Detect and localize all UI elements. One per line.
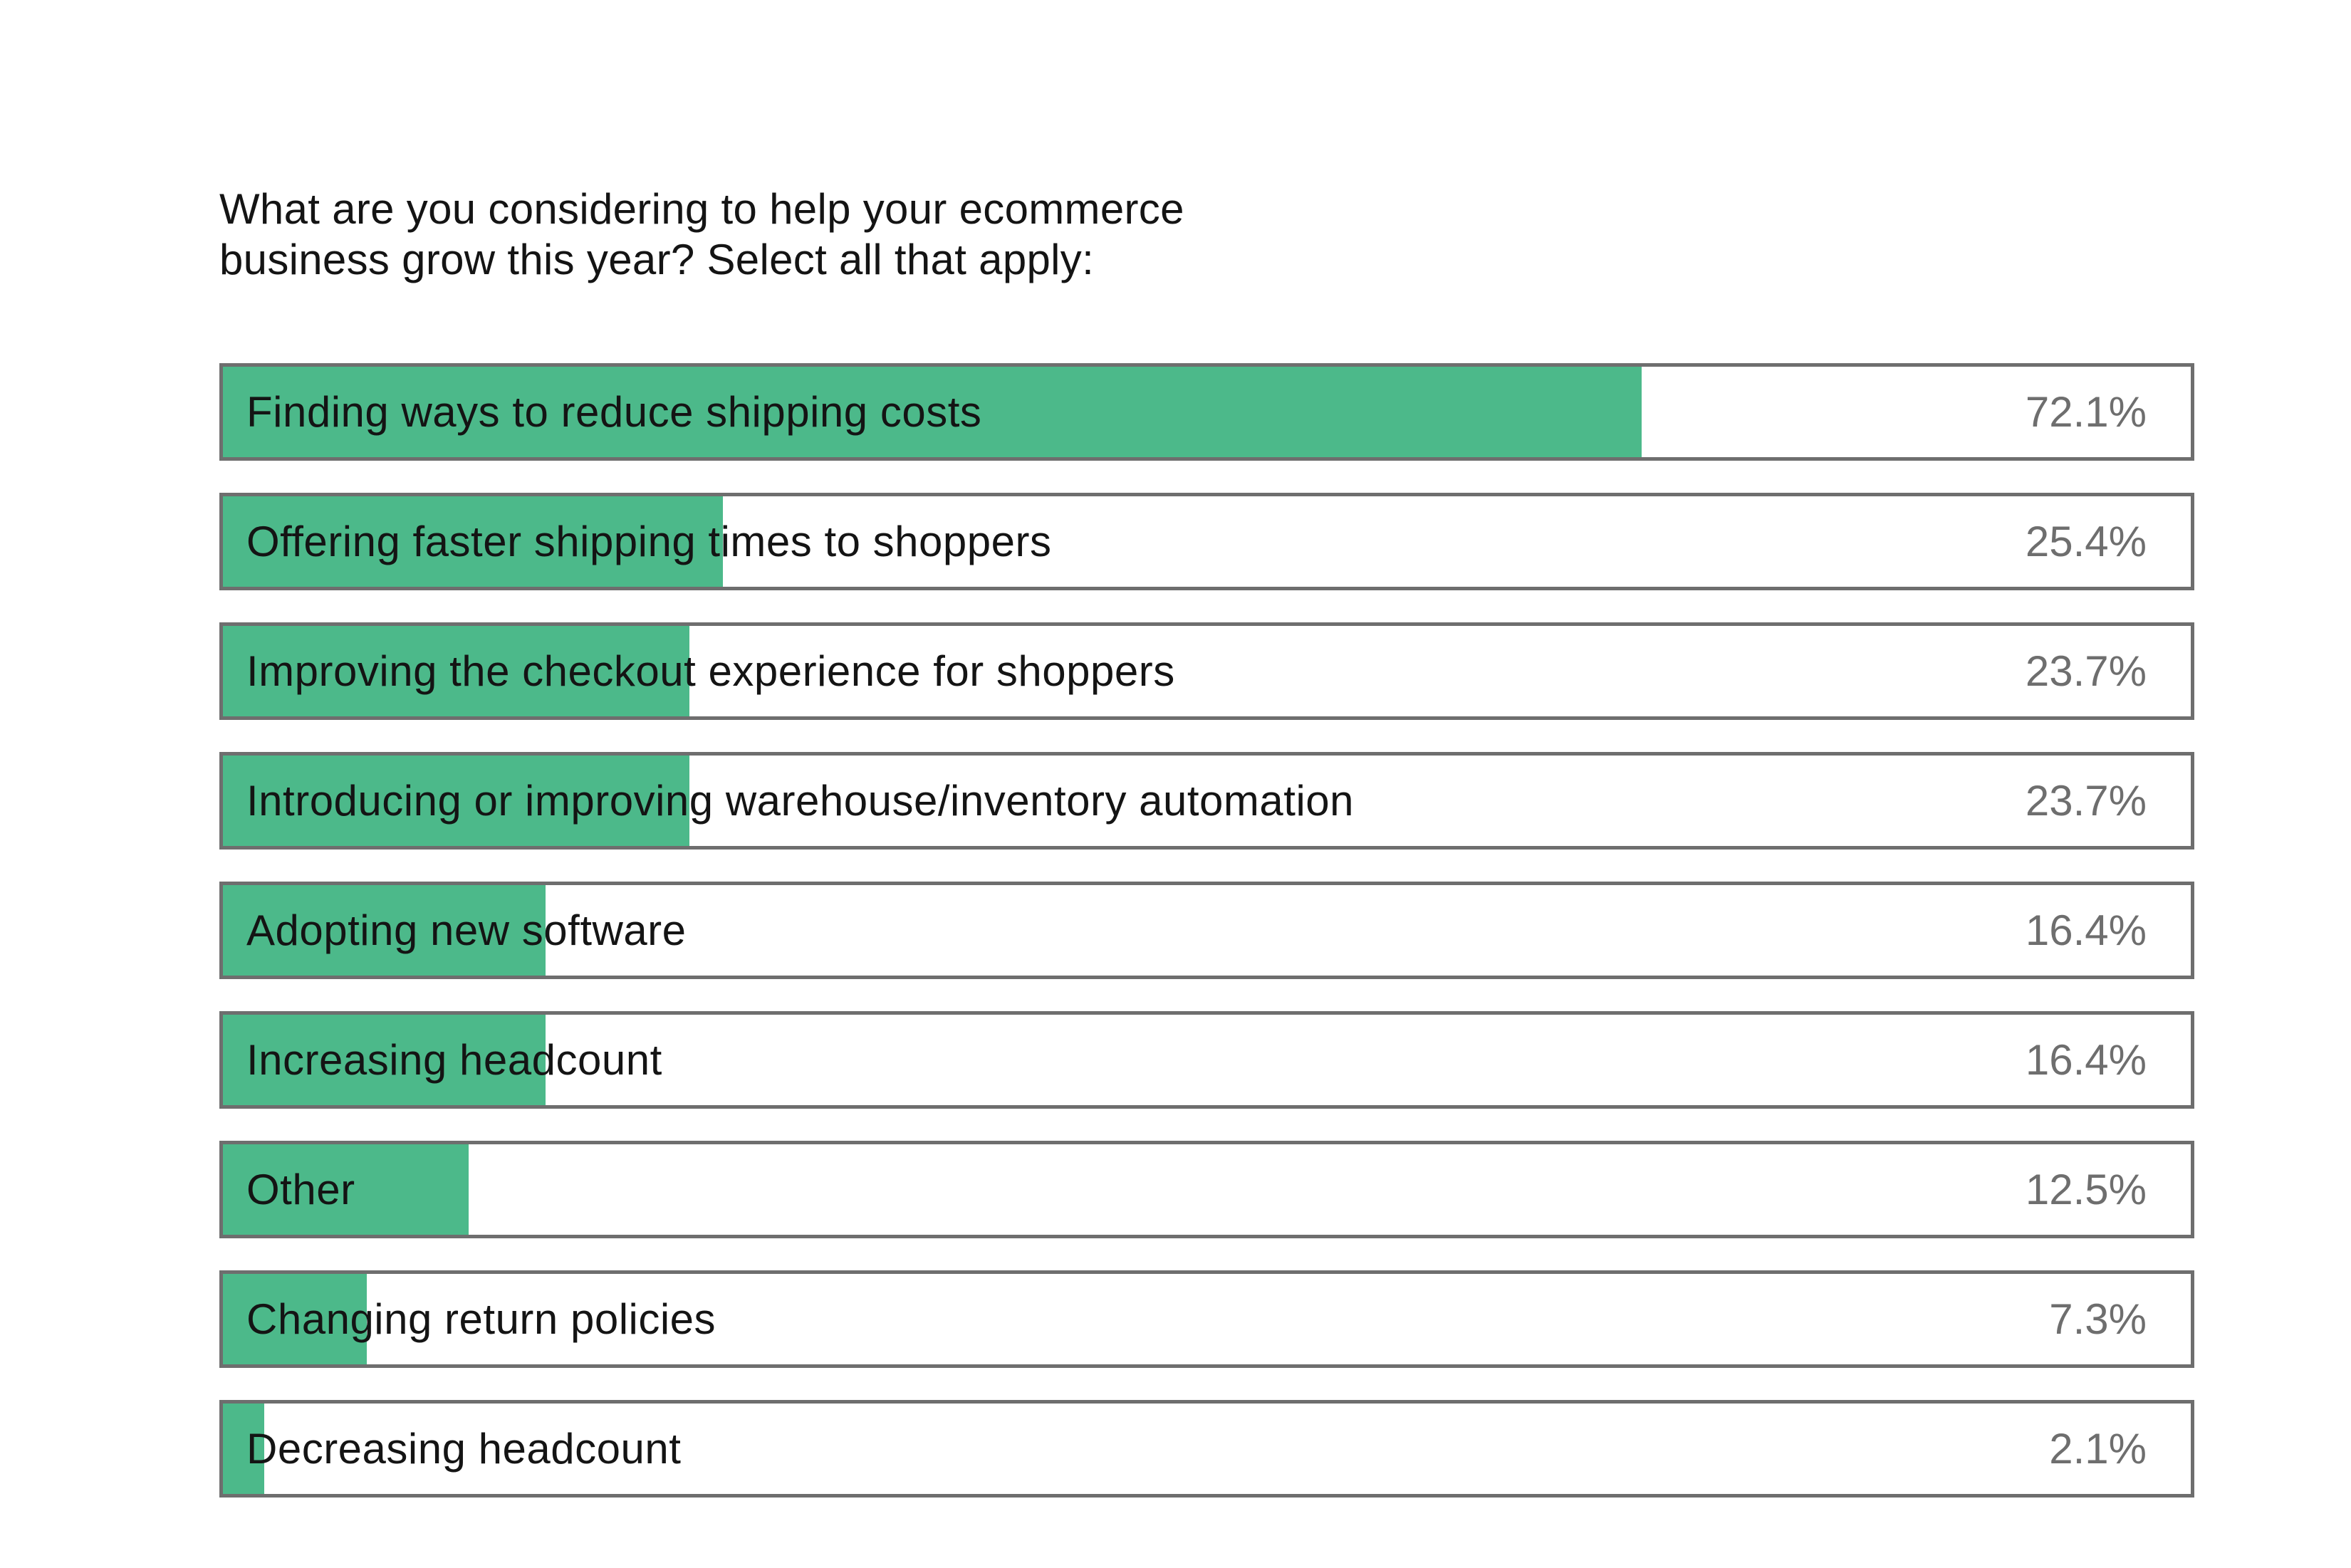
bar-value-label: 23.7% — [2025, 777, 2147, 825]
bar-row: Finding ways to reduce shipping costs 72.… — [219, 363, 2194, 461]
bar-row: Improving the checkout experience for sh… — [219, 622, 2194, 720]
bar-row: Offering faster shipping times to shoppe… — [219, 493, 2194, 590]
bar-row: Other 12.5% — [219, 1141, 2194, 1238]
bar-row: Adopting new software 16.4% — [219, 882, 2194, 979]
bar-label: Offering faster shipping times to shoppe… — [246, 518, 1052, 565]
bar-row: Introducing or improving warehouse/inven… — [219, 752, 2194, 850]
bar-value-label: 16.4% — [2025, 906, 2147, 954]
bar-fill — [223, 496, 723, 587]
bar-fill — [223, 1274, 367, 1364]
bar-row: Changing return policies 7.3% — [219, 1270, 2194, 1368]
bar-fill — [223, 756, 689, 846]
bar-value-label: 25.4% — [2025, 518, 2147, 565]
bar-fill — [223, 626, 689, 716]
bar-value-label: 16.4% — [2025, 1036, 2147, 1084]
bar-row: Increasing headcount 16.4% — [219, 1011, 2194, 1109]
bar-fill — [223, 1015, 546, 1105]
bar-fill — [223, 367, 1642, 457]
bar-label: Decreasing headcount — [246, 1425, 682, 1473]
bar-fill — [223, 1144, 469, 1235]
bar-value-label: 2.1% — [2049, 1425, 2147, 1473]
bar-label: Improving the checkout experience for sh… — [246, 647, 1175, 695]
bar-fill — [223, 885, 546, 976]
bar-label: Adopting new software — [246, 906, 687, 954]
bar-value-label: 23.7% — [2025, 647, 2147, 695]
bar-value-label: 7.3% — [2049, 1295, 2147, 1343]
bar-label: Increasing headcount — [246, 1036, 662, 1084]
chart-title: What are you considering to help your ec… — [219, 184, 1501, 285]
bar-label: Changing return policies — [246, 1295, 716, 1343]
bar-fill — [223, 1404, 265, 1494]
bar-row: Decreasing headcount 2.1% — [219, 1400, 2194, 1498]
bar-label: Introducing or improving warehouse/inven… — [246, 777, 1355, 825]
bar-label: Finding ways to reduce shipping costs — [246, 388, 982, 436]
chart-title-line-1: What are you considering to help your ec… — [219, 185, 1184, 233]
bar-label: Other — [246, 1166, 355, 1213]
bar-value-label: 72.1% — [2025, 388, 2147, 436]
bar-value-label: 12.5% — [2025, 1166, 2147, 1213]
chart-title-line-2: business grow this year? Select all that… — [219, 236, 1095, 283]
